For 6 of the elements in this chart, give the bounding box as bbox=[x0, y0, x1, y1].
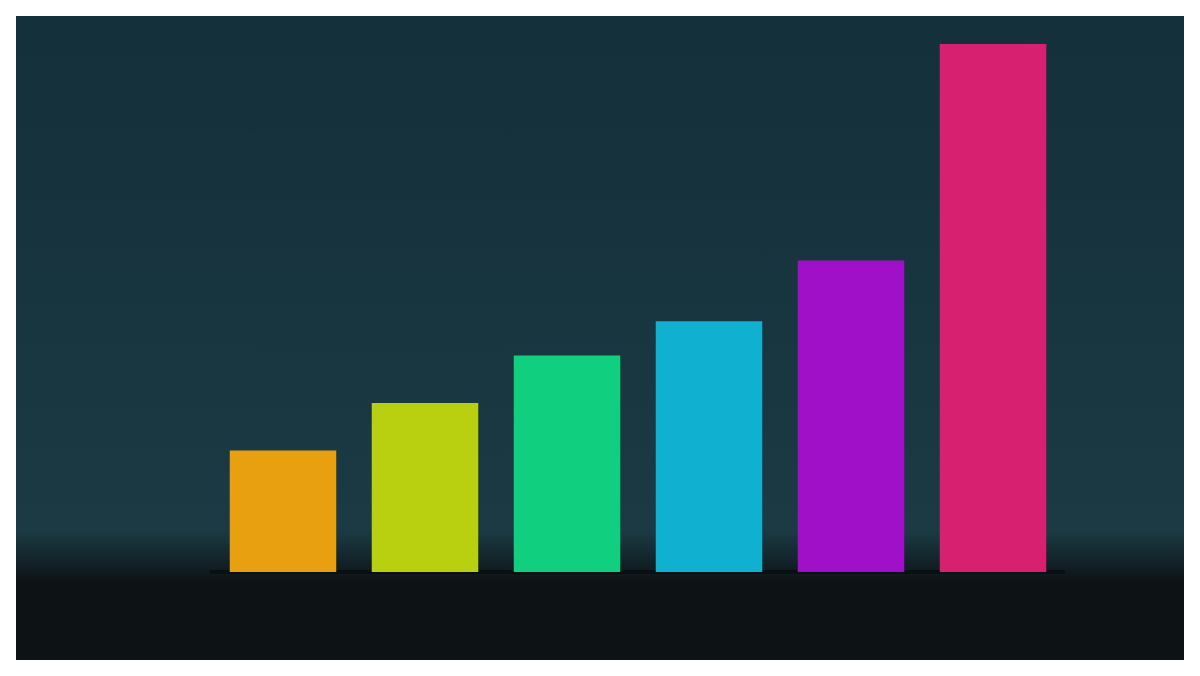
bar bbox=[513, 355, 621, 572]
bar bbox=[797, 260, 905, 572]
bar bbox=[229, 450, 337, 572]
bar bbox=[655, 321, 763, 572]
bar bbox=[939, 44, 1047, 572]
bar bbox=[371, 403, 479, 572]
